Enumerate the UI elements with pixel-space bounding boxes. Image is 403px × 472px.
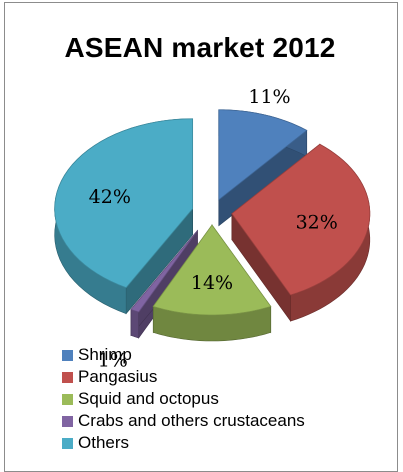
- data-label-pangasius: 32%: [296, 212, 338, 234]
- legend-item-crabs-and-others-crustaceans: Crabs and others crustaceans: [62, 410, 392, 432]
- data-label-crabs-and-others-crustaceans: 1%: [98, 350, 128, 372]
- chart-title: ASEAN market 2012: [64, 32, 336, 63]
- pie-slice-pangasius: [231, 143, 371, 322]
- pie-slice-shrimp: [218, 109, 308, 227]
- legend-item-others: Others: [62, 432, 392, 454]
- legend-swatch: [62, 393, 73, 405]
- legend-label: Others: [78, 433, 130, 452]
- legend-label: Shrimp: [78, 345, 132, 364]
- legend-swatch: [62, 349, 73, 361]
- legend-item-squid-and-octopus: Squid and octopus: [62, 388, 392, 410]
- legend-swatch: [62, 371, 73, 383]
- pie-slice-squid-and-octopus: [152, 224, 272, 342]
- legend-label: Crabs and others crustaceans: [78, 411, 305, 430]
- data-label-squid-and-octopus: 14%: [191, 272, 233, 294]
- legend-label: Squid and octopus: [78, 389, 219, 408]
- data-label-others: 42%: [89, 186, 131, 208]
- legend-item-pangasius: Pangasius: [62, 366, 392, 388]
- legend-label: Pangasius: [78, 367, 158, 386]
- legend-swatch: [62, 437, 73, 449]
- legend-swatch: [62, 415, 73, 427]
- data-label-shrimp: 11%: [248, 86, 290, 108]
- pie-slice-others: [54, 118, 194, 315]
- chart-legend: Shrimp Pangasius Squid and octopus Crabs an…: [62, 344, 392, 454]
- pie-slice-crabs-and-others-crustaceans: [130, 229, 198, 339]
- legend-item-shrimp: Shrimp: [62, 344, 392, 366]
